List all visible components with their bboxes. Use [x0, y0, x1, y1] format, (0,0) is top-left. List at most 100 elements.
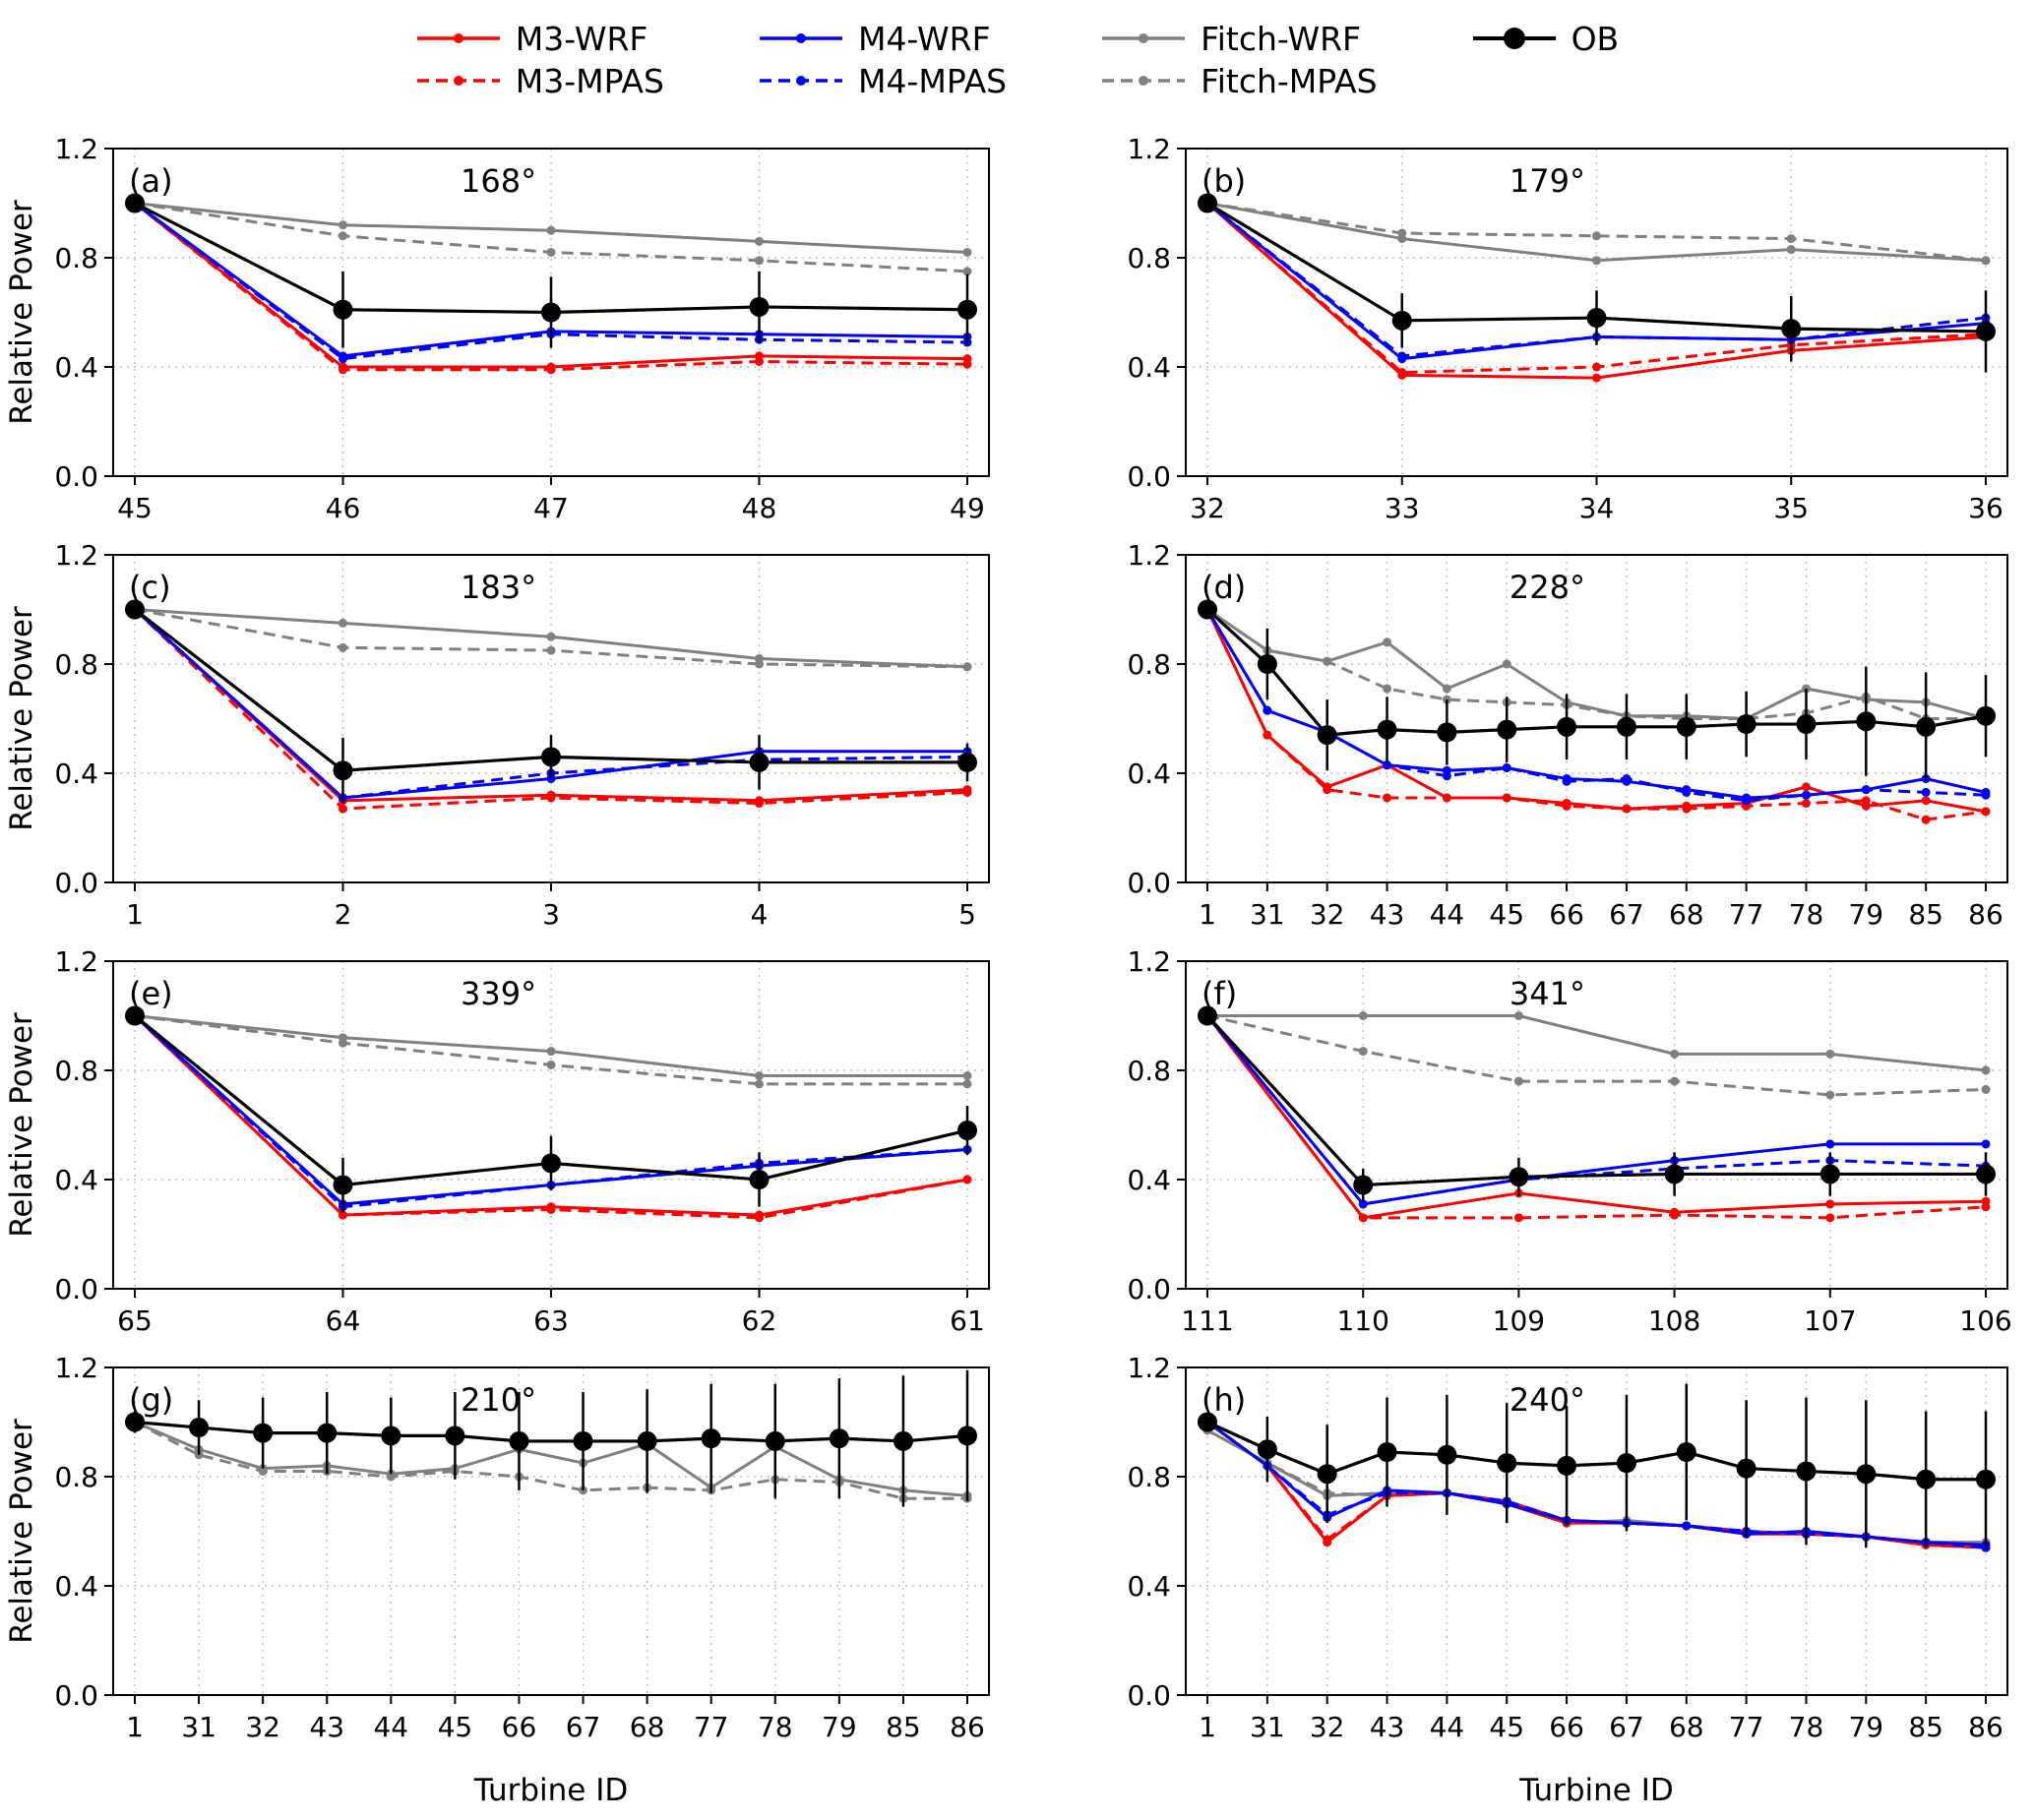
svg-text:35: 35 — [1773, 492, 1809, 519]
svg-text:66: 66 — [1549, 898, 1584, 926]
svg-text:36: 36 — [1968, 492, 2003, 519]
svg-text:0.4: 0.4 — [1127, 758, 1171, 790]
svg-text:63: 63 — [533, 1304, 569, 1332]
chart-panel-a: 0.00.40.81.245 46 47 48 49(a) 168°Relative Po… — [4, 133, 990, 519]
svg-text:85: 85 — [1908, 1711, 1943, 1743]
svg-text:78: 78 — [1789, 1711, 1824, 1743]
legend-item-ob: OB — [1471, 19, 1620, 58]
legend-sample-svg — [759, 33, 842, 43]
legend-sample-svg — [1102, 33, 1186, 43]
svg-text:Turbine ID: Turbine ID — [1518, 1773, 1674, 1808]
svg-text:47: 47 — [533, 492, 569, 519]
svg-text:45: 45 — [438, 1711, 473, 1743]
legend-item-fitch-wrf: Fitch-WRF — [1100, 20, 1377, 58]
svg-text:106: 106 — [1959, 1304, 2011, 1332]
svg-text:0.0: 0.0 — [54, 1679, 98, 1712]
svg-text:4: 4 — [751, 898, 769, 926]
legend-line-sample — [1471, 21, 1558, 56]
legend-line-sample — [415, 21, 502, 56]
svg-text:168°: 168° — [461, 162, 536, 200]
svg-text:85: 85 — [1908, 898, 1943, 926]
svg-text:67: 67 — [1609, 898, 1644, 926]
svg-text:240°: 240° — [1510, 1381, 1585, 1419]
svg-text:68: 68 — [1669, 898, 1704, 926]
svg-text:0.0: 0.0 — [54, 1273, 98, 1305]
svg-text:111: 111 — [1181, 1304, 1233, 1332]
svg-text:77: 77 — [1729, 898, 1764, 926]
legend-line-sample — [758, 63, 844, 98]
legend-sample-svg — [1472, 28, 1556, 49]
svg-text:0.8: 0.8 — [1127, 648, 1171, 681]
chart-panel-d: 0.00.40.81.21 31 32 43 44 45 66 67 68 77 78 79 85 86(… — [1127, 539, 2008, 926]
svg-text:78: 78 — [758, 1711, 793, 1743]
legend-label: M3-MPAS — [515, 61, 664, 100]
svg-text:31: 31 — [1250, 898, 1285, 926]
svg-text:44: 44 — [1430, 898, 1465, 926]
svg-text:45: 45 — [117, 492, 153, 519]
svg-text:107: 107 — [1804, 1304, 1856, 1332]
svg-text:1.2: 1.2 — [54, 133, 98, 165]
svg-text:61: 61 — [950, 1304, 985, 1332]
legend-label: M4-MPAS — [857, 61, 1008, 100]
svg-text:62: 62 — [742, 1304, 777, 1332]
svg-text:79: 79 — [1848, 1711, 1883, 1743]
legend-line-sample — [758, 21, 844, 56]
svg-text:65: 65 — [117, 1304, 153, 1332]
panel-a: 0.0 0.4 0.8 1.2 45 46 47 48 49 (a) 168° Relative Po… — [0, 113, 1017, 519]
svg-text:Relative Power: Relative Power — [4, 1419, 39, 1644]
svg-text:0.0: 0.0 — [1127, 1679, 1171, 1712]
legend-sample-svg — [416, 33, 500, 43]
svg-text:341°: 341° — [1510, 975, 1585, 1012]
chart-panel-b: 0.00.40.81.232 33 34 35 36(b) 179° — [1127, 133, 2008, 519]
svg-text:0.8: 0.8 — [1127, 242, 1171, 274]
chart-panel-c: 0.00.40.81.21 2 3 4 5(c) 183°Relative Power — [4, 539, 990, 926]
legend-item-m3-mpas: M3-MPAS — [415, 62, 664, 100]
svg-text:32: 32 — [245, 1711, 280, 1743]
svg-text:Relative Power: Relative Power — [4, 606, 39, 831]
svg-text:1: 1 — [126, 1711, 144, 1743]
svg-text:228°: 228° — [1510, 569, 1585, 606]
svg-text:43: 43 — [1370, 898, 1405, 926]
legend-line-sample — [1100, 63, 1187, 98]
svg-text:67: 67 — [1609, 1711, 1644, 1743]
svg-text:0.4: 0.4 — [54, 1570, 98, 1603]
svg-text:79: 79 — [1848, 898, 1883, 926]
svg-text:0.4: 0.4 — [1127, 351, 1171, 384]
svg-text:1.2: 1.2 — [1127, 945, 1171, 978]
svg-text:1.2: 1.2 — [1127, 133, 1171, 165]
svg-text:49: 49 — [950, 492, 985, 519]
svg-text:43: 43 — [1370, 1711, 1405, 1743]
svg-text:0.0: 0.0 — [1127, 1273, 1171, 1305]
svg-text:66: 66 — [502, 1711, 537, 1743]
svg-text:1.2: 1.2 — [54, 945, 98, 978]
legend-label: M4-WRF — [857, 19, 991, 58]
svg-text:0.0: 0.0 — [54, 867, 98, 899]
svg-text:110: 110 — [1336, 1304, 1388, 1332]
svg-text:31: 31 — [181, 1711, 216, 1743]
svg-text:0.8: 0.8 — [54, 648, 98, 681]
svg-text:66: 66 — [1549, 1711, 1584, 1743]
svg-text:43: 43 — [309, 1711, 344, 1743]
legend-line-sample — [415, 63, 502, 98]
svg-text:79: 79 — [822, 1711, 857, 1743]
svg-text:77: 77 — [1729, 1711, 1764, 1743]
svg-text:0.4: 0.4 — [54, 1164, 98, 1196]
legend-item-m3-wrf: M3-WRF — [415, 20, 664, 58]
legend-line-sample — [1100, 21, 1187, 56]
svg-text:1: 1 — [126, 898, 144, 926]
svg-text:183°: 183° — [461, 569, 536, 606]
panel-g: 0.0 0.4 0.8 1.2 1 31 32 43 44 45 66 67 68 77 78 79 85 86(… — [0, 1332, 1017, 1820]
svg-text:0.8: 0.8 — [54, 1055, 98, 1087]
svg-text:0.8: 0.8 — [1127, 1055, 1171, 1087]
svg-text:0.0: 0.0 — [1127, 460, 1171, 493]
svg-text:45: 45 — [1489, 1711, 1524, 1743]
legend-label: OB — [1571, 19, 1620, 58]
svg-text:0.4: 0.4 — [1127, 1164, 1171, 1196]
chart-panel-g: 0.00.40.81.21 31 32 43 44 45 66 67 68 77 78 79 85 86(… — [4, 1352, 990, 1808]
svg-text:78: 78 — [1789, 898, 1824, 926]
legend-item-m4-mpas: M4-MPAS — [758, 62, 1007, 100]
svg-text:1: 1 — [1199, 1711, 1216, 1743]
svg-text:85: 85 — [886, 1711, 921, 1743]
svg-text:32: 32 — [1310, 1711, 1345, 1743]
